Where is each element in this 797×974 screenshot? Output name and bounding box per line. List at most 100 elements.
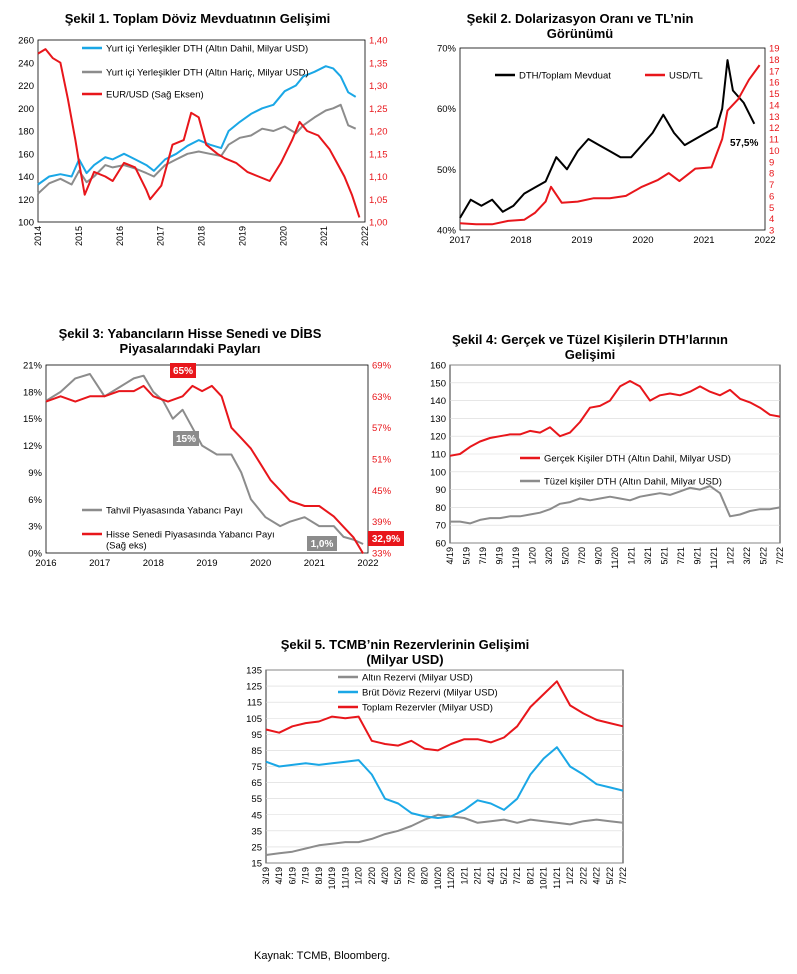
x-tick-label: 11/20	[610, 547, 620, 569]
x-tick-label: 2020	[278, 226, 288, 246]
y2-tick-label: 11	[769, 135, 779, 146]
series-line-3	[37, 48, 361, 218]
x-tick-label: 2/20	[367, 867, 377, 885]
y-tick-label: 125	[246, 682, 262, 693]
y-tick-label: 3%	[28, 522, 42, 533]
x-tick-label: 2022	[754, 235, 775, 246]
x-tick-label: 3/19	[261, 867, 271, 885]
x-tick-label: 2018	[510, 235, 531, 246]
y-tick-label: 120	[430, 432, 446, 443]
x-tick-label: 4/20	[380, 867, 390, 885]
x-tick-label: 1/22	[565, 867, 575, 885]
y2-tick-label: 17	[769, 66, 780, 77]
x-tick-label: 2/22	[578, 867, 588, 885]
chart5-title: Şekil 5. TCMB’nin Rezervlerinin Gelişimi…	[280, 637, 530, 667]
y2-tick-label: 4	[769, 214, 774, 225]
annotation-label: 57,5%	[730, 138, 758, 149]
y-tick-label: 160	[430, 361, 446, 372]
legend-label: Toplam Rezervler (Milyar USD)	[362, 703, 493, 714]
legend-label: (Sağ eks)	[106, 541, 147, 552]
x-tick-label: 2017	[156, 226, 166, 246]
chart1-svg: 100 120 140 160 180 200 220 240 260 1,00 1,05 1,10 1…	[18, 36, 388, 247]
y2-tick-label: 16	[769, 78, 780, 89]
series-line-3	[265, 680, 624, 752]
y2-tick-label: 33%	[372, 549, 392, 560]
y-tick-label: 40%	[437, 226, 457, 237]
y-tick-label: 65	[251, 778, 262, 789]
x-tick-label: 11/19	[340, 867, 350, 889]
y-tick-label: 100	[430, 467, 446, 478]
x-tick-label: 5/22	[759, 547, 769, 565]
series-line-1	[265, 813, 624, 856]
x-tick-label: 2014	[33, 226, 43, 246]
y-tick-label: 35	[251, 826, 262, 837]
y2-tick-label: 1,40	[369, 36, 388, 47]
y-tick-label: 75	[251, 762, 262, 773]
series-line-2	[450, 485, 781, 525]
legend-label: Tahvil Piyasasında Yabancı Payı	[106, 506, 243, 517]
x-tick-label: 1/20	[528, 547, 538, 565]
y-tick-label: 130	[430, 414, 446, 425]
annotation-box	[307, 536, 337, 551]
chart2-title: Şekil 2. Dolarizasyon Oranı ve TL’nin Gö…	[466, 11, 694, 41]
y-tick-label: 18%	[23, 387, 43, 398]
annotation-box	[173, 431, 199, 446]
x-tick-label: 1/20	[354, 867, 364, 885]
x-tick-label: 9/20	[594, 547, 604, 565]
x-tick-label: 2016	[35, 558, 56, 569]
x-tick-label: 11/20	[446, 867, 456, 889]
x-tick-label: 7/21	[676, 547, 686, 565]
x-tick-label: 2015	[74, 226, 84, 246]
y2-tick-label: 1,15	[369, 149, 388, 160]
y2-tick-label: 63%	[372, 392, 392, 403]
y2-tick-label: 9	[769, 157, 774, 168]
series-line-2	[37, 103, 357, 195]
x-tick-label: 2016	[115, 226, 125, 246]
y-tick-label: 260	[18, 36, 34, 47]
x-tick-label: 4/22	[592, 867, 602, 885]
x-tick-label: 5/20	[561, 547, 571, 565]
source-note: Kaynak: TCMB, Bloomberg.	[254, 950, 391, 962]
x-tick-label: 11/21	[552, 867, 562, 889]
series-line-1	[449, 380, 781, 457]
y2-tick-label: 1,05	[369, 195, 388, 206]
y2-tick-label: 51%	[372, 455, 392, 466]
chart3-title: Şekil 3: Yabancıların Hisse Senedi ve Dİ…	[58, 326, 322, 356]
y-tick-label: 21%	[23, 361, 43, 372]
chart3-svg: 0% 3% 6% 9% 12% 15% 18% 21% 33% 39% 45% 51% 57% 63% 69…	[23, 361, 404, 569]
x-tick-label: 10/19	[327, 867, 337, 890]
y2-tick-label: 5	[769, 203, 774, 214]
y2-tick-label: 1,25	[369, 104, 388, 115]
y-tick-label: 25	[251, 842, 262, 853]
x-tick-label: 2021	[319, 226, 329, 246]
plot-frame	[45, 364, 369, 554]
chart4-title: Şekil 4: Gerçek ve Tüzel Kişilerin DTH’l…	[452, 332, 728, 362]
annotation-label: 1,0%	[311, 539, 334, 550]
series-line-2	[45, 384, 364, 555]
x-tick-label: 4/21	[486, 867, 496, 885]
x-tick-label: 2022	[357, 558, 378, 569]
y2-tick-label: 8	[769, 169, 774, 180]
x-tick-label: 11/21	[709, 547, 719, 569]
x-tick-label: 2017	[449, 235, 470, 246]
y-tick-label: 100	[18, 218, 34, 229]
x-tick-label: 5/21	[660, 547, 670, 565]
x-tick-label: 5/19	[462, 547, 472, 565]
x-tick-label: 8/20	[420, 867, 430, 885]
annotation-label: 15%	[176, 434, 196, 445]
annotation-box	[170, 363, 196, 378]
x-tick-label: 9/21	[693, 547, 703, 565]
x-tick-label: 6/19	[287, 867, 297, 885]
plot-frame	[37, 39, 366, 223]
x-tick-label: 7/19	[478, 547, 488, 565]
chart5-svg: 15 25 35 45 55 65 75 85 95 105 115 125 135 3/19 4/19 6/…	[246, 666, 628, 890]
x-tick-label: 2021	[693, 235, 714, 246]
x-tick-label: 1/21	[459, 867, 469, 885]
y2-tick-label: 7	[769, 180, 774, 191]
y-tick-label: 60	[435, 539, 446, 550]
y2-tick-label: 10	[769, 146, 780, 157]
y-tick-label: 85	[251, 746, 262, 757]
y-tick-label: 200	[18, 104, 34, 115]
x-tick-label: 2018	[197, 226, 207, 246]
legend-label: Brüt Döviz Rezervi (Milyar USD)	[362, 688, 498, 699]
